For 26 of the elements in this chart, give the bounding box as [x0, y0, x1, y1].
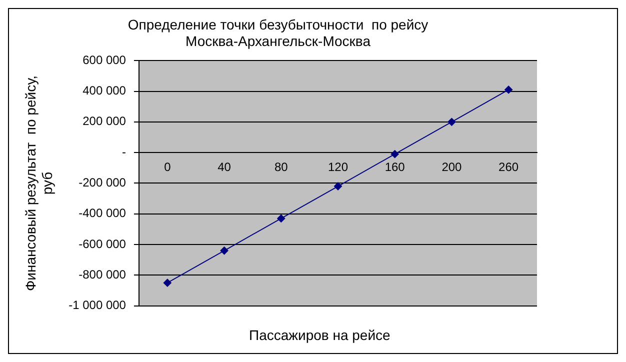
- point: [277, 214, 286, 222]
- y-axis-title: Финансовый результат по рейсу, руб: [22, 75, 56, 291]
- y-tick-label: -400 000: [78, 206, 126, 220]
- point: [448, 118, 456, 126]
- y-tick-label: 400 000: [82, 84, 126, 98]
- y-tick-label: -: [122, 144, 126, 159]
- point: [504, 86, 513, 94]
- point: [334, 182, 342, 190]
- y-tick-label: 600 000: [82, 52, 126, 67]
- x-tick-label: 120: [328, 160, 348, 174]
- x-tick-label: 0: [164, 160, 172, 174]
- y-tick-label: 200 000: [82, 114, 126, 128]
- y-tick-label: -800 000: [78, 267, 126, 282]
- y-tick-label: -1 000 000: [68, 298, 126, 312]
- y-tick-label: -200 000: [78, 176, 126, 190]
- x-tick-label: 260: [498, 160, 519, 174]
- x-axis-title: Пассажиров на рейсе: [249, 327, 390, 343]
- x-tick-label: 160: [384, 160, 406, 174]
- x-tick-label: 80: [274, 160, 288, 174]
- point: [390, 150, 399, 158]
- x-tick-label: 40: [218, 160, 232, 174]
- chart-title: Определение точки безубыточности по рейсу Москва-Архангельск-Москва: [128, 16, 428, 50]
- point: [220, 246, 228, 255]
- x-tick-label: 200: [442, 160, 462, 174]
- y-tick-label: -600 000: [78, 236, 126, 251]
- point: [163, 278, 172, 287]
